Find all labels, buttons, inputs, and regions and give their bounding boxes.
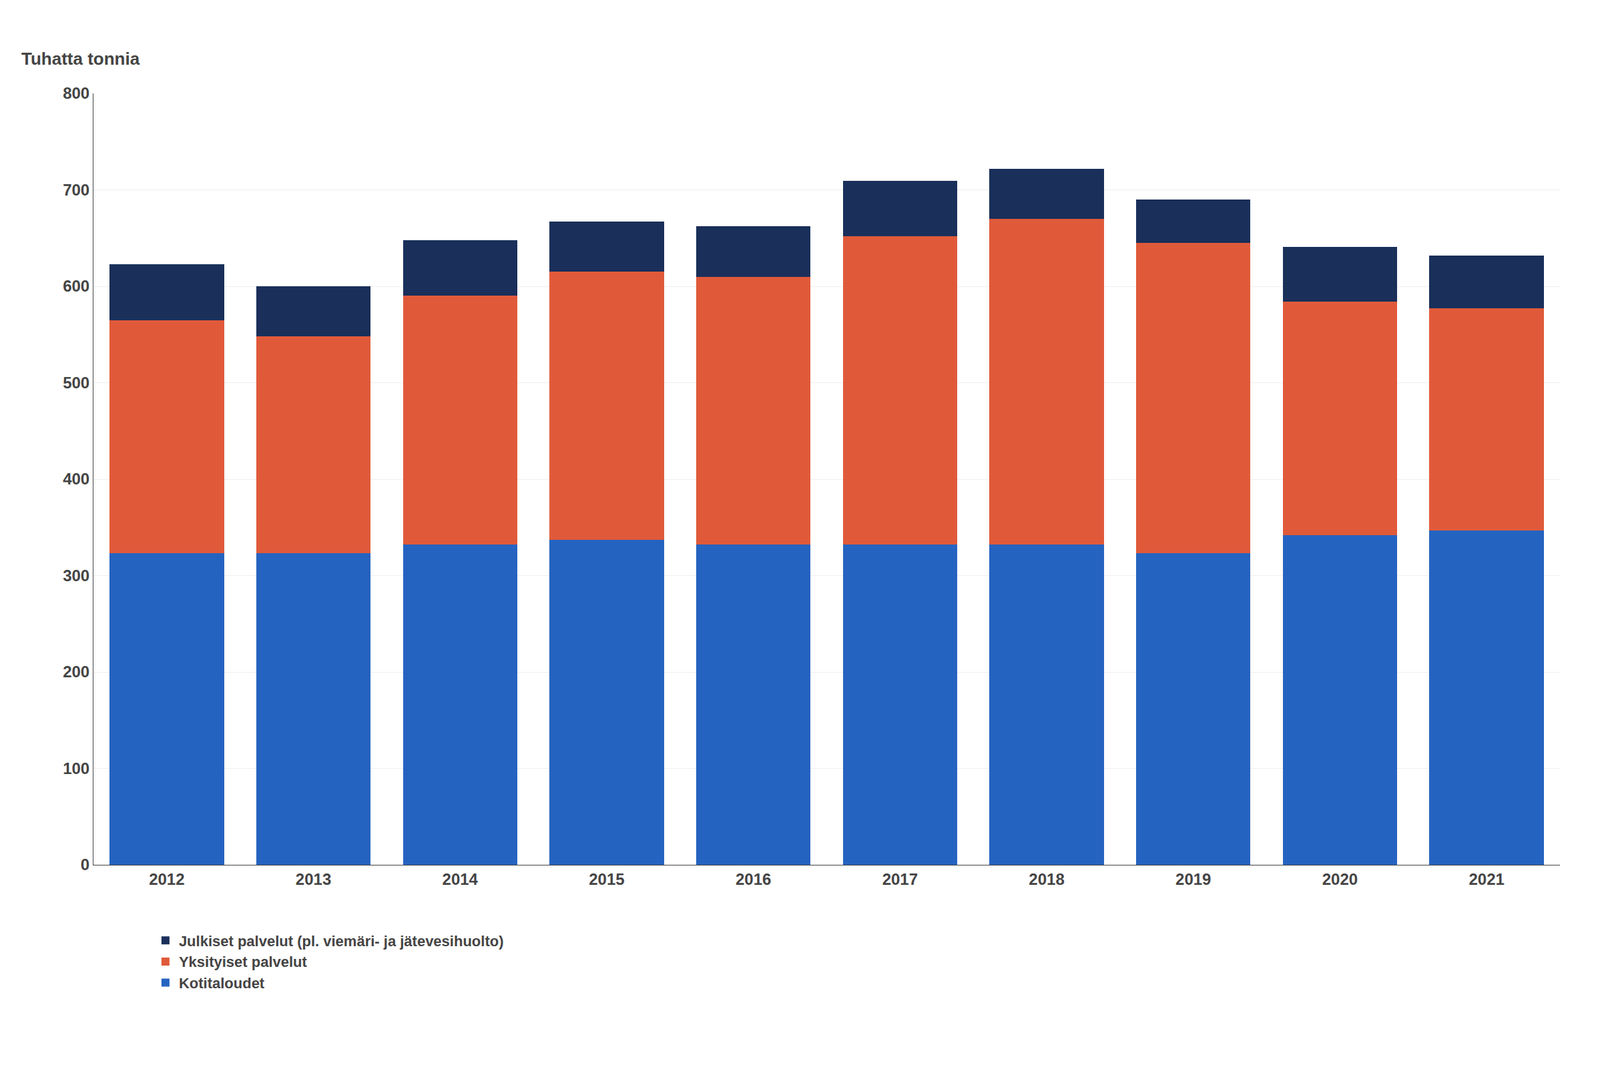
svg-text:2020: 2020: [1322, 870, 1358, 889]
svg-text:600: 600: [62, 277, 90, 296]
svg-text:2014: 2014: [442, 870, 479, 889]
svg-text:2018: 2018: [1028, 870, 1064, 889]
svg-text:500: 500: [62, 373, 90, 392]
svg-text:2012: 2012: [148, 870, 185, 889]
svg-text:300: 300: [62, 566, 90, 585]
svg-text:700: 700: [62, 180, 90, 199]
svg-text:Kotitaloudet: Kotitaloudet: [178, 975, 265, 992]
svg-text:200: 200: [62, 662, 90, 681]
svg-text:2013: 2013: [295, 870, 332, 889]
svg-text:0: 0: [80, 855, 90, 874]
svg-text:Yksityiset palvelut: Yksityiset palvelut: [178, 953, 308, 971]
svg-text:2016: 2016: [735, 870, 771, 889]
svg-text:100: 100: [62, 759, 90, 778]
svg-text:2015: 2015: [588, 870, 625, 889]
svg-text:2021: 2021: [1468, 870, 1504, 889]
svg-text:400: 400: [62, 469, 90, 488]
svg-text:800: 800: [62, 84, 90, 103]
svg-text:Tuhatta tonnia: Tuhatta tonnia: [21, 48, 141, 69]
svg-text:Julkiset palvelut (pl. viemäri: Julkiset palvelut (pl. viemäri- ja jätev…: [178, 933, 504, 950]
svg-text:2019: 2019: [1175, 870, 1211, 889]
svg-text:2017: 2017: [882, 870, 918, 889]
